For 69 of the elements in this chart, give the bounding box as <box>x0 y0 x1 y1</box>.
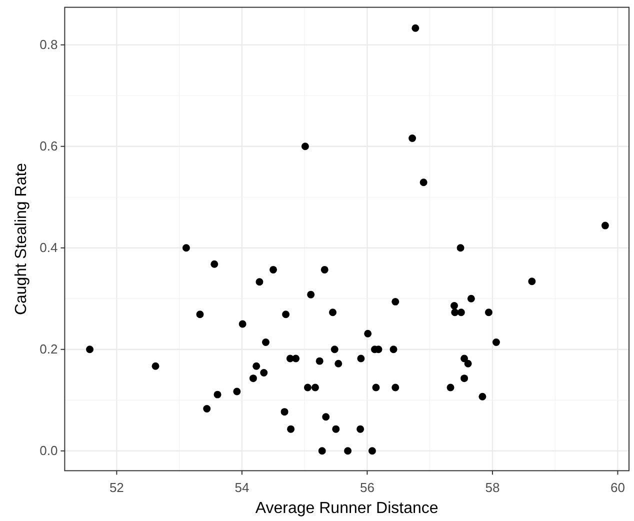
point <box>262 338 270 346</box>
point <box>329 308 336 316</box>
point <box>316 357 324 365</box>
point <box>292 354 300 362</box>
point <box>492 338 500 346</box>
point <box>478 392 486 400</box>
point <box>203 405 211 413</box>
point <box>282 310 290 318</box>
point <box>356 425 364 433</box>
point <box>408 134 416 142</box>
point <box>256 278 264 286</box>
x-tick-label: 56 <box>360 480 374 495</box>
point <box>252 362 260 370</box>
point <box>330 346 338 354</box>
point <box>280 408 288 416</box>
y-tick-label: 0.0 <box>40 443 58 458</box>
point <box>364 330 372 338</box>
point <box>357 354 365 362</box>
point <box>334 360 342 368</box>
point <box>368 447 376 455</box>
point <box>446 384 454 392</box>
y-tick-label: 0.6 <box>40 138 58 154</box>
point <box>86 346 94 354</box>
x-tick-label: 52 <box>109 480 124 495</box>
point <box>528 278 536 286</box>
point <box>210 260 218 268</box>
point <box>322 413 330 421</box>
x-tick-label: 54 <box>234 480 250 495</box>
point <box>390 346 398 354</box>
point <box>152 362 160 370</box>
point <box>304 384 312 392</box>
y-tick-label: 0.4 <box>40 240 58 256</box>
point <box>451 308 459 316</box>
point <box>182 244 190 252</box>
point <box>420 178 428 186</box>
point <box>301 142 309 150</box>
point <box>392 384 400 392</box>
point <box>460 374 468 382</box>
point <box>456 244 464 252</box>
point <box>214 390 222 398</box>
point <box>450 302 458 310</box>
point <box>460 354 468 362</box>
point <box>287 425 295 433</box>
y-tick-label: 0.8 <box>40 37 58 52</box>
y-tick-label: 0.2 <box>40 342 58 357</box>
point <box>260 369 268 376</box>
point <box>457 308 465 316</box>
x-tick-label: 58 <box>485 480 500 495</box>
point <box>233 388 241 396</box>
x-tick-label: 60 <box>610 480 625 495</box>
point <box>412 24 420 32</box>
point <box>311 384 319 392</box>
point <box>196 310 204 318</box>
point <box>467 294 475 302</box>
point <box>464 360 472 368</box>
point <box>601 222 609 230</box>
point <box>320 266 328 274</box>
point <box>238 320 246 328</box>
point <box>484 308 492 316</box>
point <box>332 425 340 433</box>
point <box>249 374 257 382</box>
point <box>372 384 380 392</box>
point <box>318 447 326 455</box>
x-axis-title: Average Runner Distance <box>255 500 438 517</box>
point <box>344 447 352 455</box>
point <box>270 266 277 274</box>
point <box>307 290 315 298</box>
point <box>392 298 400 306</box>
y-axis-title: Caught Stealing Rate <box>13 162 30 316</box>
